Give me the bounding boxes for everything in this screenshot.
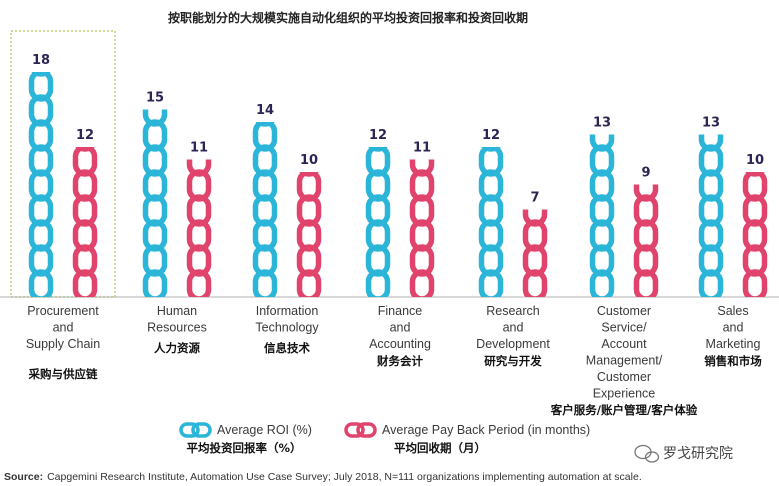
source-text: Capgemini Research Institute, Automation… <box>47 471 642 483</box>
category-label-cn-4: 研究与开发 <box>484 354 542 368</box>
category-label-cn-3: 财务会计 <box>376 354 423 368</box>
data-label-payback-1: 11 <box>190 141 208 156</box>
data-label-roi-3: 12 <box>369 128 387 143</box>
chain-link-icon <box>179 422 212 438</box>
category-label-line: Management/ <box>586 354 663 368</box>
legend: Average ROI (%) 平均投资回报率（%） Average Pay Bac… <box>179 422 590 455</box>
category-label-line: Development <box>476 337 550 351</box>
data-label-roi-4: 12 <box>482 128 500 143</box>
category-label-line: Resources <box>147 321 207 335</box>
category-label-line: Customer <box>597 370 651 384</box>
chain-bar-roi-6 <box>698 134 724 297</box>
category-label-line: Customer <box>597 304 651 318</box>
plot-area: 18 12 Procurement and Supply Chain 采购与供应链 15 11… <box>0 30 779 417</box>
chain-bar-payback-0 <box>72 147 98 297</box>
category-label-cn-1: 人力资源 <box>154 341 200 355</box>
category-label-line: Sales <box>717 304 748 318</box>
legend-label-cn-1: 平均回收期（月） <box>394 441 486 455</box>
category-label-0: Procurement and Supply Chain 采购与供应链 <box>26 304 100 381</box>
category-label-line: Supply Chain <box>26 337 100 351</box>
category-label-2: Information Technology 信息技术 <box>255 304 319 355</box>
chain-bar-roi-4 <box>478 147 504 297</box>
data-label-payback-2: 10 <box>300 153 318 168</box>
legend-label-cn-0: 平均投资回报率（%） <box>186 441 301 455</box>
data-label-roi-1: 15 <box>146 91 164 106</box>
category-label-cn-2: 信息技术 <box>264 341 310 355</box>
data-label-payback-3: 11 <box>413 141 431 156</box>
category-label-cn-0: 采购与供应链 <box>28 367 98 381</box>
category-label-line: Account <box>601 337 647 351</box>
chain-bar-roi-5 <box>589 134 615 297</box>
category-label-3: Finance and Accounting 财务会计 <box>369 304 431 368</box>
wechat-icon <box>634 444 660 463</box>
watermark: 罗戈研究院 <box>634 444 733 463</box>
data-label-roi-5: 13 <box>593 116 611 131</box>
chain-bar-roi-2 <box>252 122 278 297</box>
category-label-line: and <box>53 321 74 335</box>
category-label-line: and <box>390 321 411 335</box>
category-label-line: Marketing <box>706 337 761 351</box>
category-label-5: Customer Service/Account Management/Custom… <box>550 304 698 417</box>
category-label-cn-5: 客户服务/账户管理/客户体验 <box>550 403 698 417</box>
chain-link-icon <box>344 422 377 438</box>
category-label-line: Accounting <box>369 337 431 351</box>
chain-bar-payback-2 <box>296 172 322 297</box>
chain-bar-payback-3 <box>409 159 435 297</box>
chart-title: 按职能划分的大规模实施自动化组织的平均投资回报率和投资回收期 <box>168 10 528 25</box>
chain-bar-roi-3 <box>365 147 391 297</box>
category-label-line: Service/ <box>601 321 647 335</box>
category-label-line: and <box>723 321 744 335</box>
data-label-payback-4: 7 <box>530 191 539 206</box>
data-label-payback-6: 10 <box>746 153 764 168</box>
watermark-text: 罗戈研究院 <box>663 446 733 462</box>
category-label-4: Research and Development 研究与开发 <box>476 304 550 368</box>
category-label-line: Technology <box>255 321 319 335</box>
chain-bar-payback-5 <box>633 184 659 297</box>
legend-label-1: Average Pay Back Period (in months) <box>382 423 590 437</box>
category-label-line: Procurement <box>27 304 99 318</box>
chain-bar-payback-6 <box>742 172 768 297</box>
chain-bar-roi-0 <box>28 72 54 297</box>
category-label-line: Research <box>486 304 540 318</box>
data-label-payback-0: 12 <box>76 128 94 143</box>
category-label-6: Sales and Marketing 销售和市场 <box>704 304 762 368</box>
chain-bar-payback-4 <box>522 209 548 297</box>
category-label-1: Human Resources 人力资源 <box>147 304 207 355</box>
category-label-line: and <box>503 321 524 335</box>
category-label-line: Experience <box>593 387 656 401</box>
category-label-line: Information <box>256 304 319 318</box>
data-label-roi-6: 13 <box>702 116 720 131</box>
source-note: Source: Capgemini Research Institute, Aut… <box>4 471 642 483</box>
category-label-line: Finance <box>378 304 423 318</box>
data-label-roi-2: 14 <box>256 103 274 118</box>
legend-label-0: Average ROI (%) <box>217 423 312 437</box>
chain-bar-roi-1 <box>142 109 168 297</box>
data-label-roi-0: 18 <box>32 53 50 68</box>
category-label-cn-6: 销售和市场 <box>704 354 762 368</box>
category-label-line: Human <box>157 304 197 318</box>
data-label-payback-5: 9 <box>641 166 650 181</box>
highlight-box <box>10 30 116 298</box>
chain-bar-payback-1 <box>186 159 212 297</box>
source-label: Source: <box>4 471 43 483</box>
